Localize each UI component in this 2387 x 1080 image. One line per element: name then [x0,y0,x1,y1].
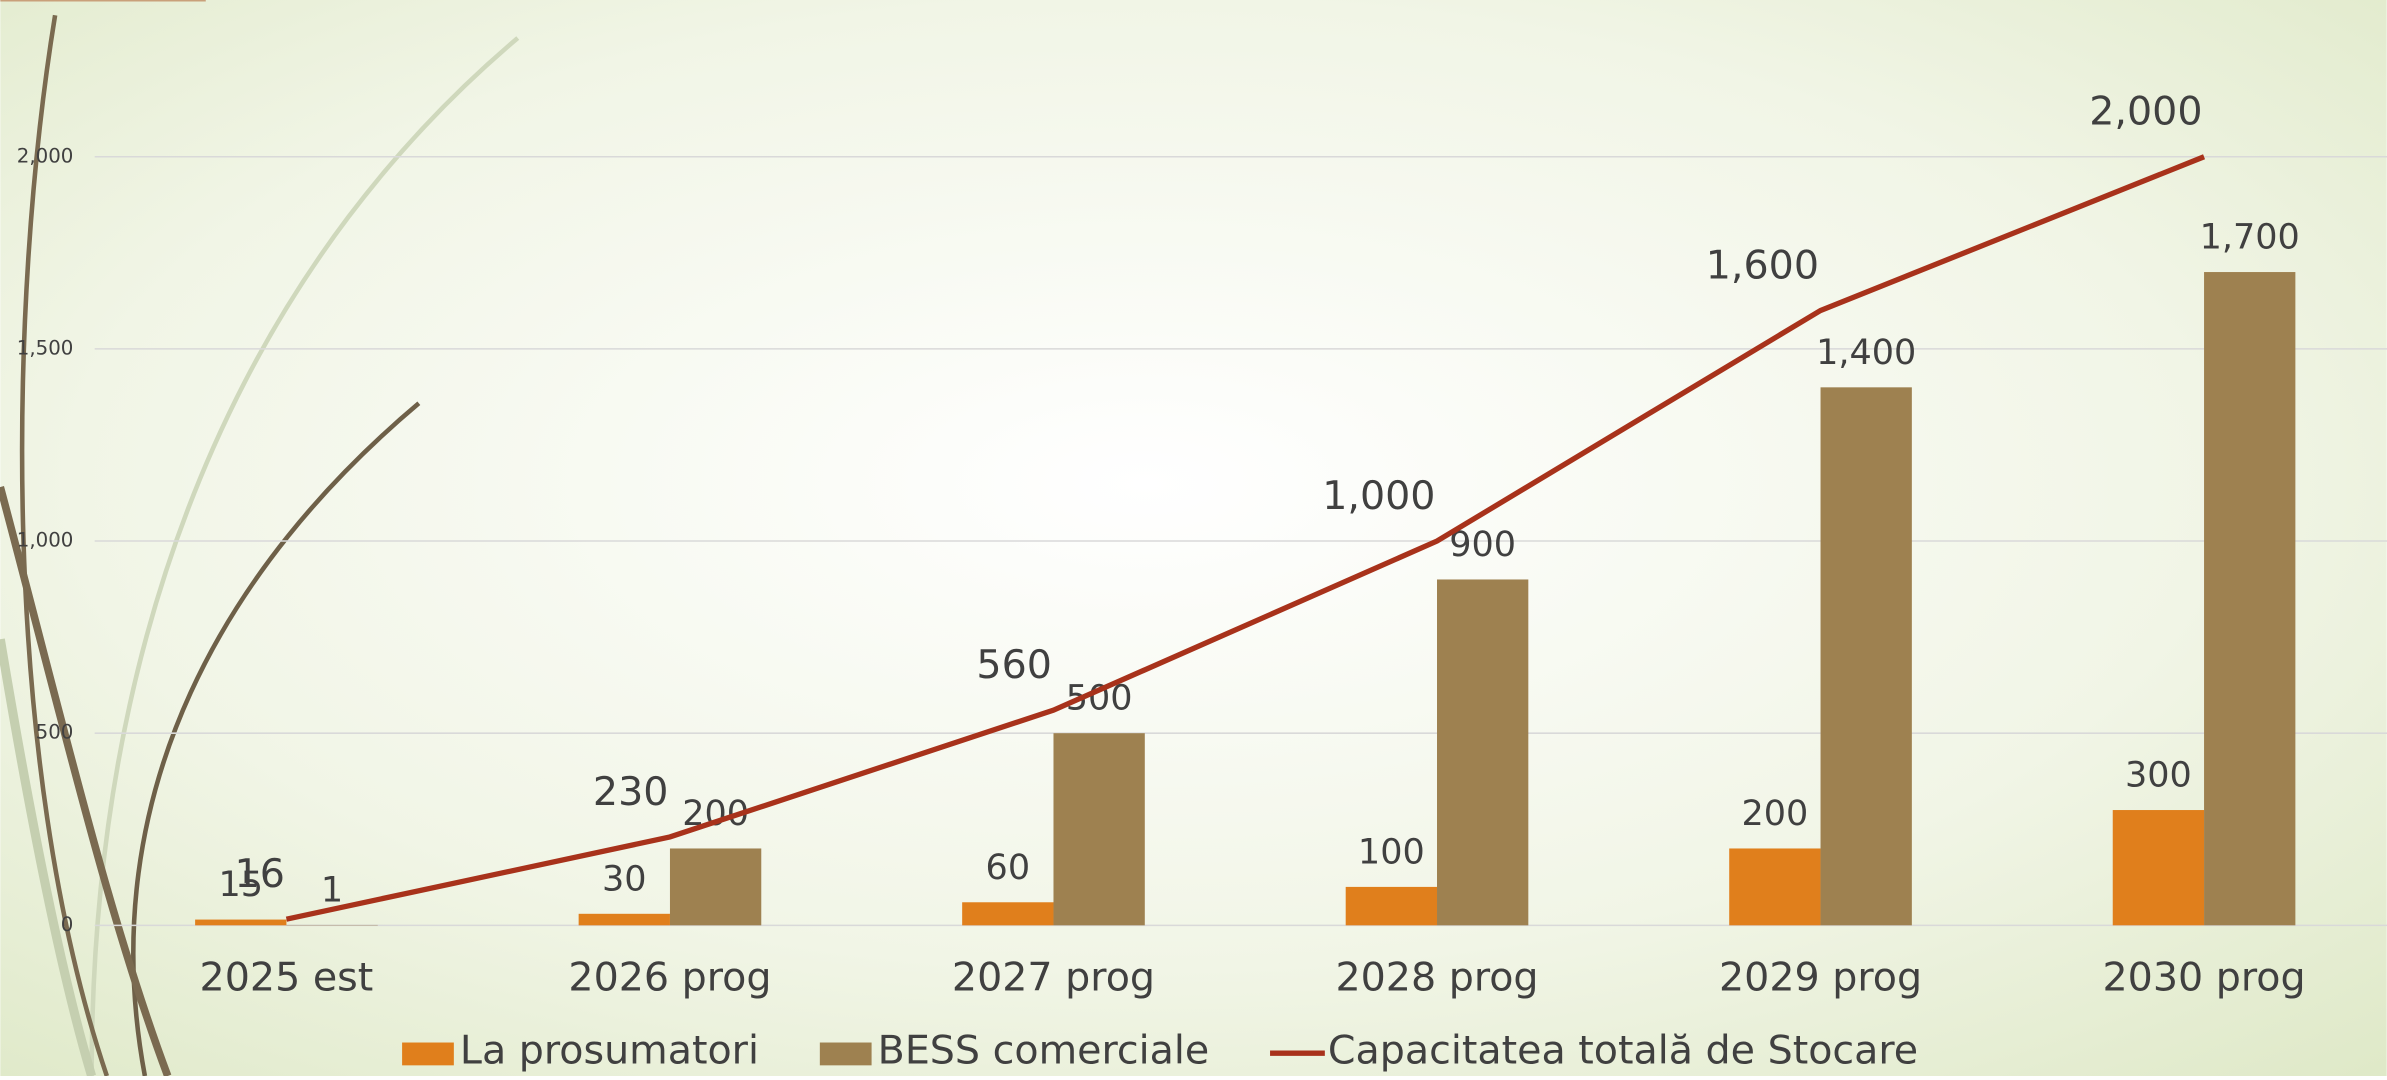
bar [670,848,761,925]
bar [2204,272,2295,925]
x-tick-label: 2030 prog [2103,955,2306,1001]
y-tick-label: 2,000 [17,144,74,167]
bar [1729,848,1820,925]
y-tick-label: 1,000 [17,529,74,552]
data-label: 60 [986,848,1031,888]
y-tick-label: 500 [36,721,74,744]
data-label: 100 [1358,832,1425,872]
data-label: 1,700 [2200,218,2300,258]
bar [579,914,670,926]
x-tick-label: 2029 prog [1719,955,1922,1001]
line-label: 230 [593,769,669,815]
line-label: 2,000 [2089,89,2202,135]
legend-label: BESS comerciale [878,1028,1210,1074]
bar [1821,387,1912,925]
bar [2113,810,2204,925]
data-label: 1,400 [1816,333,1916,373]
data-label: 1 [321,870,343,910]
bar [195,920,286,926]
bar [1346,887,1437,925]
x-tick-label: 2025 est [200,955,374,1001]
line-label: 16 [235,851,285,897]
legend-label: Capacitatea totală de Stocare [1328,1028,1918,1074]
line-label: 1,000 [1322,473,1435,519]
bar [1053,733,1144,925]
line-label: 560 [976,642,1052,688]
legend-label: La prosumatori [460,1028,759,1074]
data-label: 900 [1449,525,1516,565]
bar [962,902,1053,925]
data-label: 30 [602,859,647,899]
line-label: 1,600 [1706,242,1819,288]
x-tick-label: 2028 prog [1335,955,1538,1001]
legend-swatch [820,1043,872,1066]
y-tick-label: 1,500 [17,336,74,359]
legend-swatch [402,1043,454,1066]
data-label: 200 [1741,794,1808,834]
x-tick-label: 2027 prog [952,955,1155,1001]
data-label: 300 [2125,756,2192,796]
y-tick-label: 0 [61,913,74,936]
bar [1437,579,1528,925]
x-tick-label: 2026 prog [568,955,771,1001]
